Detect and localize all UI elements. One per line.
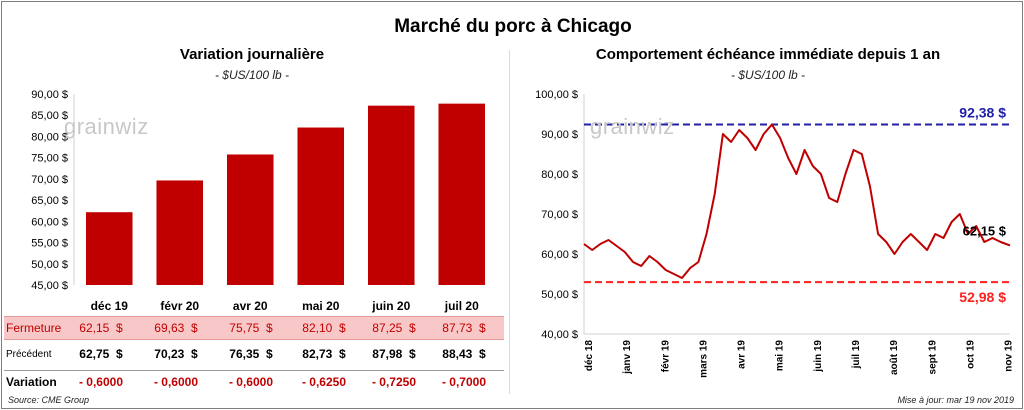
- line-x-tick-label: oct 19: [965, 340, 976, 369]
- bar-chart-unit: - $US/100 lb -: [214, 68, 290, 82]
- line-y-tick-label: 70,00 $: [541, 209, 578, 221]
- bar-x-tick-label: mai 20: [302, 299, 340, 313]
- bar: [297, 127, 345, 285]
- bar-chart: 45,00 $ 50,00 $ 55,00 $ 60,00 $ 65,00 $ 70,00…: [31, 89, 486, 313]
- bar-x-tick-label: juil 20: [444, 299, 479, 313]
- watermark-logo: grainwiz: [64, 114, 149, 139]
- table-row-previous: Précédent 62,75 $ 70,23 $ 76,35 $ 82,73 …: [4, 343, 504, 365]
- table-cell: - 0,6250: [301, 375, 347, 389]
- bar-y-tick-label: 90,00 $: [31, 89, 68, 101]
- line-x-tick-label: sept 19: [927, 340, 938, 375]
- reference-line-label: 92,38 $: [959, 104, 1006, 120]
- table-cell: 69,63 $: [154, 321, 198, 335]
- line-y-tick-label: 50,00 $: [541, 289, 578, 301]
- line-y-tick-label: 60,00 $: [541, 249, 578, 261]
- table-cell: - 0,6000: [78, 375, 124, 389]
- bar-y-tick-label: 80,00 $: [31, 131, 68, 143]
- bar-y-tick-label: 55,00 $: [31, 238, 68, 250]
- table-cell: 87,25 $: [372, 321, 416, 335]
- reference-line-label: 52,98 $: [959, 289, 1006, 305]
- table-cell: - 0,6000: [228, 375, 274, 389]
- bar-y-tick-label: 50,00 $: [31, 259, 68, 271]
- bar-chart-title: Variation journalière: [179, 46, 325, 63]
- line-x-tick-label: juin 19: [813, 340, 824, 373]
- table-cell: 76,35 $: [229, 347, 273, 361]
- bar: [156, 180, 204, 285]
- update-note: Mise à jour: mar 19 nov 2019: [897, 395, 1014, 405]
- bar-y-tick-label: 75,00 $: [31, 153, 68, 165]
- line-x-tick-label: août 19: [889, 340, 900, 375]
- line-x-tick-label: févr 19: [660, 340, 671, 373]
- table-cell: 82,73 $: [302, 347, 346, 361]
- line-x-tick-label: nov 19: [1004, 340, 1015, 372]
- row-label: Précédent: [6, 349, 52, 360]
- bar-y-tick-label: 85,00 $: [31, 110, 68, 122]
- row-label: Variation: [6, 375, 57, 389]
- line-y-tick-label: 80,00 $: [541, 169, 578, 181]
- table-cell: 70,23 $: [154, 347, 198, 361]
- last-value-label: 62,15 $: [963, 223, 1007, 238]
- table-cell: 87,73 $: [442, 321, 486, 335]
- bar-y-tick-label: 45,00 $: [31, 280, 68, 292]
- table-cell: - 0,7250: [371, 375, 417, 389]
- line-x-tick-label: mai 19: [775, 340, 786, 372]
- bar: [85, 212, 133, 285]
- row-label: Fermeture: [6, 321, 62, 335]
- line-x-tick-label: mars 19: [698, 340, 709, 378]
- line-y-tick-label: 40,00 $: [541, 329, 578, 341]
- table-cell: - 0,6000: [153, 375, 199, 389]
- bar-x-tick-label: févr 20: [160, 299, 199, 313]
- table-cell: 62,75 $: [79, 347, 123, 361]
- page-title: Marché du porc à Chicago: [394, 16, 632, 37]
- line-y-tick-label: 100,00 $: [535, 89, 578, 101]
- table-row-variation: Variation - 0,6000 - 0,6000 - 0,6000 - 0…: [4, 370, 504, 393]
- bar: [438, 103, 486, 285]
- line-x-tick-label: janv 19: [622, 340, 633, 375]
- line-chart: 40,00 $ 50,00 $ 60,00 $ 70,00 $ 80,00 $ 90,00…: [535, 89, 1015, 378]
- table-cell: 88,43 $: [442, 347, 486, 361]
- bar: [226, 154, 274, 285]
- watermark-logo-2: grainwiz: [590, 114, 675, 139]
- table-cell: 75,75 $: [229, 321, 273, 335]
- table-row-close: Fermeture 62,15 $ 69,63 $ 75,75 $ 82,10 …: [4, 316, 504, 340]
- line-x-tick-label: juil 19: [851, 340, 862, 370]
- table-cell: 87,98 $: [372, 347, 416, 361]
- line-x-tick-label: avr 19: [737, 340, 748, 369]
- line-chart-unit: - $US/100 lb -: [730, 68, 806, 82]
- source-note: Source: CME Group: [8, 395, 90, 405]
- bar-y-tick-label: 65,00 $: [31, 195, 68, 207]
- bar-y-tick-label: 70,00 $: [31, 174, 68, 186]
- bar-x-tick-label: déc 19: [91, 299, 129, 313]
- bar-y-tick-label: 60,00 $: [31, 216, 68, 228]
- bar: [367, 105, 415, 285]
- line-y-tick-label: 90,00 $: [541, 129, 578, 141]
- line-chart-title: Comportement échéance immédiate depuis 1…: [595, 46, 941, 63]
- series-line: [583, 123, 1011, 279]
- table-cell: 62,15 $: [79, 321, 123, 335]
- panel-divider: [509, 50, 510, 394]
- bar-x-tick-label: avr 20: [233, 299, 268, 313]
- table-cell: - 0,7000: [441, 375, 487, 389]
- line-x-tick-label: déc 18: [584, 340, 595, 372]
- table-cell: 82,10 $: [302, 321, 346, 335]
- bar-x-tick-label: juin 20: [371, 299, 410, 313]
